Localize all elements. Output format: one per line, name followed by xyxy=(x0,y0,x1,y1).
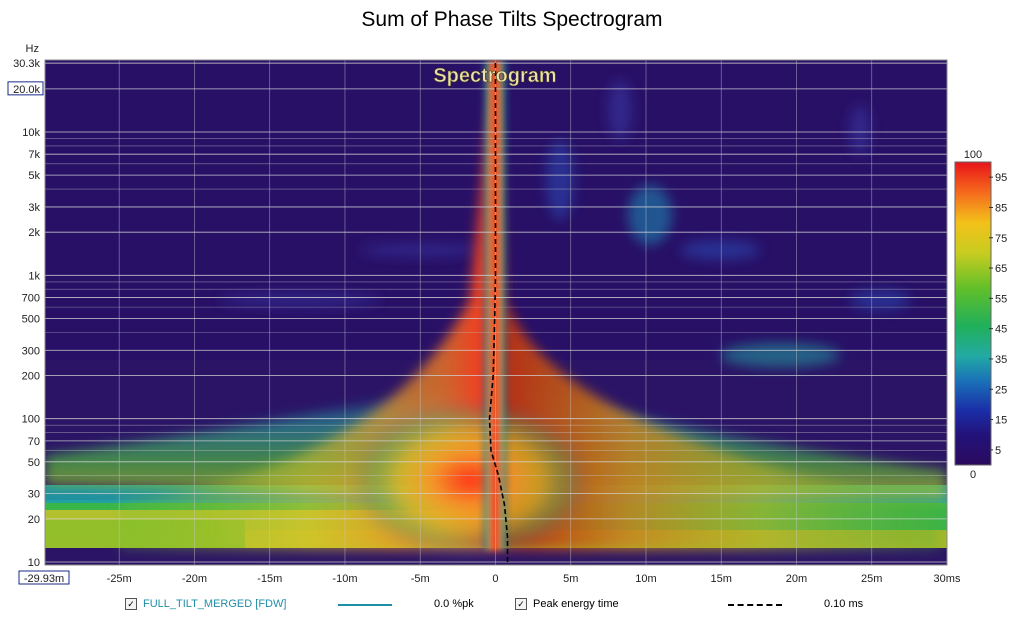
colorbar-tick-label: 65 xyxy=(995,263,1007,275)
y-tick-label: 30 xyxy=(28,489,40,501)
legend-item-peak-energy[interactable]: ✓ Peak energy time xyxy=(515,598,619,611)
colorbar-ticks: 95 85 75 65 55 45 35 25 15 5 xyxy=(989,172,1007,457)
colorbar-tick-label: 5 xyxy=(995,445,1001,457)
x-tick-label: 20m xyxy=(786,573,807,585)
colorbar-gradient xyxy=(954,161,992,466)
series-swatch xyxy=(338,604,392,606)
colorbar-tick-label: 45 xyxy=(995,324,1007,336)
y-tick-label: 7k xyxy=(28,149,40,161)
y-tick-label: 1k xyxy=(28,270,40,282)
colorbar-tick-label: 55 xyxy=(995,293,1007,305)
y-tick-label: 20 xyxy=(28,514,40,526)
x-tick-label: -10m xyxy=(332,573,357,585)
y-cursor-box xyxy=(7,81,44,96)
x-tick-label: -5m xyxy=(411,573,430,585)
y-tick-label: 2k xyxy=(28,227,40,239)
legend-item-series[interactable]: ✓ FULL_TILT_MERGED [FDW] xyxy=(125,598,287,611)
y-tick-label: 70 xyxy=(28,436,40,448)
legend: ✓ FULL_TILT_MERGED [FDW] 0.0 %pk ✓ Peak en… xyxy=(0,596,1024,616)
x-tick-label: -15m xyxy=(257,573,282,585)
peak-energy-checkbox[interactable]: ✓ xyxy=(515,598,527,611)
y-axis: 30.3k 20.0k 10k 7k 5k 3k 2k 1k 700 500 300 200 100 70… xyxy=(7,58,44,569)
x-tick-label: 15m xyxy=(711,573,732,585)
peak-energy-time-trace xyxy=(488,63,509,562)
y-tick-label: 3k xyxy=(28,202,40,214)
series-name: FULL_TILT_MERGED [FDW] xyxy=(143,598,287,610)
y-tick-label: 700 xyxy=(22,293,40,305)
plot-frame xyxy=(44,59,948,566)
y-tick-label: 100 xyxy=(22,414,40,426)
spectrogram-overlay-label: Spectrogram xyxy=(433,65,556,87)
y-tick-label: 200 xyxy=(22,371,40,383)
colorbar-max-label: 100 xyxy=(964,149,982,161)
x-cursor-box xyxy=(18,570,70,585)
y-tick-label: 300 xyxy=(22,345,40,357)
colorbar-tick-label: 75 xyxy=(995,233,1007,245)
chart-title: Sum of Phase Tilts Spectrogram xyxy=(361,8,663,31)
spectrogram-chart: Spectrogram Hz 30.3k 20.0k 10k 7k 5k 3k 2k 1k 70… xyxy=(7,43,1007,585)
peak-energy-swatch xyxy=(728,604,782,606)
x-tick-label: -29.93m xyxy=(24,573,64,585)
colorbar-tick-label: 95 xyxy=(995,172,1007,184)
y-tick-label: 30.3k xyxy=(13,58,40,70)
x-tick-label: 30ms xyxy=(934,573,961,585)
x-tick-label: 5m xyxy=(563,573,578,585)
y-tick-label: 5k xyxy=(28,170,40,182)
colorbar-tick-label: 15 xyxy=(995,415,1007,427)
plot-grid xyxy=(45,60,948,565)
y-tick-label: 500 xyxy=(22,313,40,325)
y-tick-label: 10 xyxy=(28,557,40,569)
colorbar-tick-label: 35 xyxy=(995,354,1007,366)
peak-energy-value: 0.10 ms xyxy=(824,598,864,610)
y-tick-label: 50 xyxy=(28,457,40,469)
x-tick-label: 10m xyxy=(635,573,656,585)
x-tick-label: 0 xyxy=(492,573,498,585)
x-tick-label: 25m xyxy=(861,573,882,585)
series-checkbox[interactable]: ✓ xyxy=(125,598,137,611)
x-tick-label: -20m xyxy=(182,573,207,585)
x-axis: -29.93m -25m -20m -15m -10m -5m 0 5m 10m 15m 20m 25… xyxy=(18,570,961,585)
series-value: 0.0 %pk xyxy=(434,598,474,610)
y-axis-unit: Hz xyxy=(26,43,39,55)
colorbar-tick-label: 25 xyxy=(995,384,1007,396)
colorbar-min-label: 0 xyxy=(970,469,976,481)
colorbar-tick-label: 85 xyxy=(995,202,1007,214)
peak-energy-name: Peak energy time xyxy=(533,598,619,610)
y-tick-label: 10k xyxy=(22,127,40,139)
y-tick-label: 20.0k xyxy=(13,84,40,96)
colorbar: 100 0 95 85 75 65 55 45 35 25 15 5 xyxy=(954,149,1007,481)
x-tick-label: -25m xyxy=(107,573,132,585)
